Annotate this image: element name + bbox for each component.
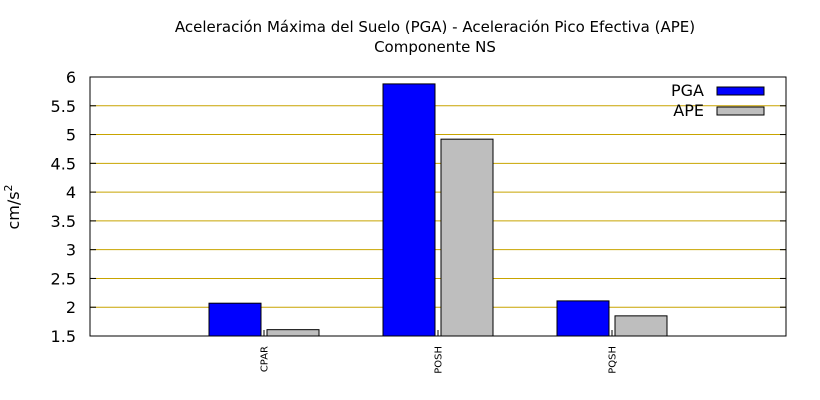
bars [208, 83, 668, 337]
x-tick-label: POSH [434, 346, 445, 374]
y-tick-label: 5 [66, 126, 76, 145]
y-axis-label-unit: cm/s [4, 191, 23, 229]
y-tick-label: 1.5 [51, 327, 76, 346]
legend-label-ape: APE [673, 101, 704, 120]
y-tick-label: 2 [66, 298, 76, 317]
bar-ape-posh [440, 138, 494, 337]
plot-frame [89, 76, 787, 337]
y-tick-label: 3.5 [51, 212, 76, 231]
x-tick-label: CPAR [260, 346, 271, 372]
chart-subtitle: Componente NS [374, 38, 496, 56]
y-tick-label: 5.5 [51, 97, 76, 116]
y-tick-label: 3 [66, 241, 76, 260]
bar-ape-pqsh [614, 315, 668, 337]
y-axis-ticks: 1.5 2 2.5 3 3.5 4 4.5 5 5.5 6 [51, 68, 786, 346]
bar-ape-cpar [266, 329, 320, 337]
legend-swatch-pga [716, 86, 765, 96]
legend-label-pga: PGA [671, 81, 704, 100]
bar-pga-pqsh [556, 300, 610, 337]
y-tick-label: 4.5 [51, 154, 76, 173]
y-tick-label: 2.5 [51, 269, 76, 288]
bar-pga-posh [382, 83, 436, 337]
bar-pga-cpar [208, 302, 262, 337]
y-axis-label: cm/s2 [2, 184, 23, 229]
x-tick-label: PQSH [608, 346, 619, 374]
y-axis-label-exponent: 2 [2, 184, 15, 191]
chart-title: Aceleración Máxima del Suelo (PGA) - Ace… [175, 18, 695, 36]
y-tick-label: 4 [66, 183, 76, 202]
grid-lines [90, 105, 786, 308]
x-axis-category-labels: CPAR POSH PQSH [260, 330, 619, 374]
y-tick-label: 6 [66, 68, 76, 87]
legend-swatch-ape [716, 106, 765, 116]
